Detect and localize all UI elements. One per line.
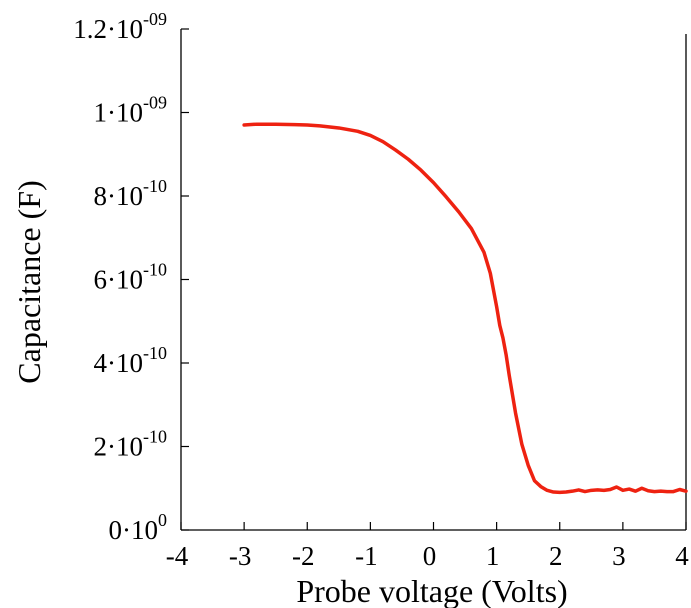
- y-tick-label: 6·10-10: [94, 260, 168, 295]
- y-tick-label: 2·10-10: [94, 427, 168, 462]
- y-tick-exponent: 0: [158, 510, 167, 530]
- x-tick-label: -1: [355, 541, 378, 571]
- y-tick-mantissa: 2·10: [94, 432, 144, 462]
- x-tick-label: 2: [549, 541, 563, 571]
- y-tick-mantissa: 0·10: [109, 515, 159, 545]
- y-tick-exponent: -10: [143, 343, 167, 363]
- x-tick-label: -3: [229, 541, 252, 571]
- y-tick-label: 1.2·10-09: [73, 9, 167, 44]
- y-tick-mantissa: 6·10: [94, 265, 144, 295]
- y-axis-ticks: 0·1002·10-104·10-106·10-108·10-101·10-09…: [73, 9, 189, 545]
- y-tick-exponent: -09: [143, 93, 167, 113]
- y-tick-mantissa: 1·10: [94, 98, 144, 128]
- x-axis-title: Probe voltage (Volts): [296, 573, 567, 608]
- y-tick-exponent: -10: [143, 427, 167, 447]
- y-tick-label: 8·10-10: [94, 176, 168, 211]
- x-tick-label: -4: [166, 541, 189, 571]
- y-tick-exponent: -09: [143, 9, 167, 29]
- x-tick-label: 3: [612, 541, 626, 571]
- y-axis-title: Capacitance (F): [11, 180, 47, 383]
- series-layer: [242, 122, 688, 495]
- y-tick-label: 4·10-10: [94, 343, 168, 378]
- y-tick-mantissa: 4·10: [94, 348, 144, 378]
- x-tick-label: -2: [292, 541, 315, 571]
- x-axis-ticks: -4 -3 -2 -1 0 1 2 3 4: [166, 522, 689, 571]
- x-tick-label: 0: [423, 541, 437, 571]
- y-tick-exponent: -10: [143, 260, 167, 280]
- y-tick-label: 0·100: [109, 510, 168, 545]
- x-tick-label: 4: [675, 541, 689, 571]
- y-tick-mantissa: 8·10: [94, 181, 144, 211]
- plot-frame: [180, 29, 687, 531]
- y-tick-exponent: -10: [143, 176, 167, 196]
- x-tick-label: 1: [486, 541, 500, 571]
- y-tick-label: 1·10-09: [94, 93, 168, 128]
- series-line: [242, 122, 688, 495]
- y-tick-mantissa: 1.2·10: [73, 14, 143, 44]
